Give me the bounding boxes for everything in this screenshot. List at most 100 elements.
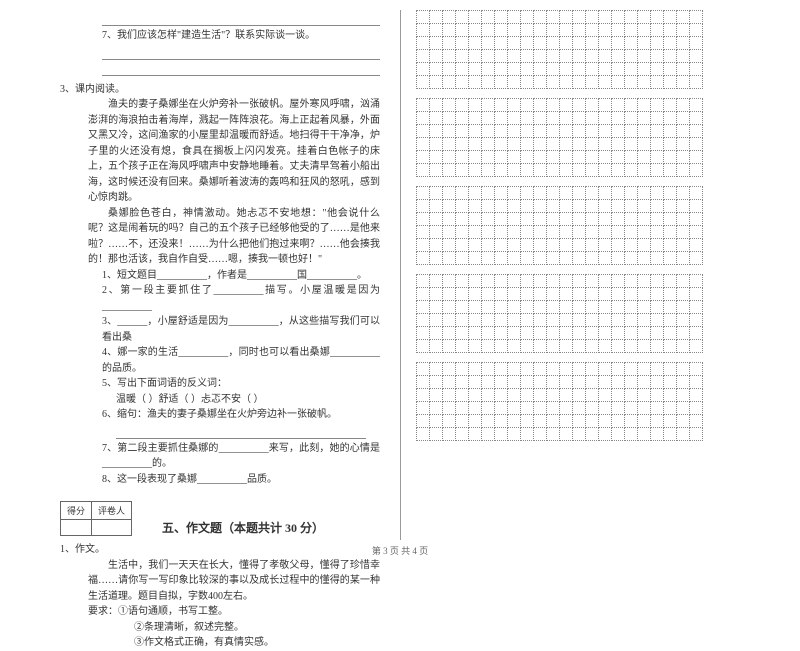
grid-cell[interactable] — [689, 199, 703, 213]
grid-cell[interactable] — [689, 287, 703, 301]
grid-cell[interactable] — [416, 414, 430, 428]
grid-cell[interactable] — [455, 23, 469, 37]
grid-cell[interactable] — [650, 137, 664, 151]
grid-cell[interactable] — [689, 23, 703, 37]
grid-cell[interactable] — [429, 111, 443, 125]
grid-cell[interactable] — [585, 199, 599, 213]
grid-cell[interactable] — [572, 23, 586, 37]
grid-cell[interactable] — [481, 401, 495, 415]
grid-cell[interactable] — [442, 300, 456, 314]
grid-cell[interactable] — [494, 414, 508, 428]
grid-cell[interactable] — [442, 98, 456, 112]
grid-cell[interactable] — [520, 375, 534, 389]
grid-cell[interactable] — [676, 212, 690, 226]
grid-cell[interactable] — [624, 225, 638, 239]
grid-cell[interactable] — [533, 388, 547, 402]
grid-cell[interactable] — [689, 111, 703, 125]
grid-cell[interactable] — [559, 225, 573, 239]
grid-cell[interactable] — [624, 362, 638, 376]
grid-cell[interactable] — [494, 49, 508, 63]
grid-cell[interactable] — [481, 75, 495, 89]
grid-cell[interactable] — [559, 10, 573, 24]
grid-cell[interactable] — [585, 98, 599, 112]
grid-cell[interactable] — [546, 98, 560, 112]
grid-cell[interactable] — [637, 427, 651, 441]
grid-cell[interactable] — [494, 274, 508, 288]
grid-cell[interactable] — [507, 251, 521, 265]
grid-cell[interactable] — [637, 49, 651, 63]
grid-cell[interactable] — [442, 375, 456, 389]
grid-cell[interactable] — [624, 313, 638, 327]
grid-cell[interactable] — [494, 238, 508, 252]
grid-cell[interactable] — [507, 401, 521, 415]
grid-cell[interactable] — [559, 49, 573, 63]
grid-cell[interactable] — [572, 137, 586, 151]
grid-cell[interactable] — [546, 427, 560, 441]
grid-cell[interactable] — [624, 401, 638, 415]
grid-cell[interactable] — [533, 274, 547, 288]
grid-cell[interactable] — [455, 388, 469, 402]
grid-cell[interactable] — [598, 212, 612, 226]
grid-cell[interactable] — [650, 124, 664, 138]
grid-cell[interactable] — [650, 251, 664, 265]
grid-cell[interactable] — [637, 414, 651, 428]
grid-cell[interactable] — [676, 375, 690, 389]
grid-cell[interactable] — [468, 137, 482, 151]
grid-cell[interactable] — [429, 414, 443, 428]
grid-cell[interactable] — [663, 163, 677, 177]
grid-cell[interactable] — [585, 274, 599, 288]
grid-cell[interactable] — [442, 388, 456, 402]
grid-cell[interactable] — [650, 111, 664, 125]
grid-cell[interactable] — [585, 388, 599, 402]
grid-cell[interactable] — [455, 124, 469, 138]
grid-cell[interactable] — [429, 186, 443, 200]
grid-cell[interactable] — [676, 313, 690, 327]
grid-cell[interactable] — [533, 62, 547, 76]
grid-cell[interactable] — [663, 36, 677, 50]
grid-cell[interactable] — [650, 339, 664, 353]
grid-cell[interactable] — [546, 238, 560, 252]
grid-cell[interactable] — [689, 362, 703, 376]
grid-cell[interactable] — [533, 186, 547, 200]
grid-cell[interactable] — [650, 375, 664, 389]
grid-cell[interactable] — [429, 124, 443, 138]
grid-cell[interactable] — [520, 49, 534, 63]
grid-cell[interactable] — [611, 62, 625, 76]
grid-cell[interactable] — [624, 137, 638, 151]
grid-cell[interactable] — [442, 287, 456, 301]
grid-cell[interactable] — [572, 339, 586, 353]
grid-cell[interactable] — [637, 23, 651, 37]
grid-cell[interactable] — [416, 238, 430, 252]
grid-cell[interactable] — [689, 388, 703, 402]
grid-cell[interactable] — [546, 36, 560, 50]
grid-cell[interactable] — [468, 163, 482, 177]
grid-cell[interactable] — [624, 199, 638, 213]
grid-cell[interactable] — [598, 388, 612, 402]
grid-cell[interactable] — [416, 427, 430, 441]
grid-cell[interactable] — [468, 62, 482, 76]
grid-cell[interactable] — [676, 287, 690, 301]
grid-cell[interactable] — [520, 124, 534, 138]
grid-cell[interactable] — [559, 199, 573, 213]
grid-cell[interactable] — [507, 111, 521, 125]
grid-cell[interactable] — [585, 401, 599, 415]
grid-cell[interactable] — [507, 186, 521, 200]
grid-cell[interactable] — [637, 36, 651, 50]
grid-cell[interactable] — [650, 274, 664, 288]
grid-cell[interactable] — [598, 238, 612, 252]
grid-cell[interactable] — [637, 388, 651, 402]
grid-cell[interactable] — [559, 414, 573, 428]
grid-cell[interactable] — [559, 98, 573, 112]
grid-cell[interactable] — [663, 212, 677, 226]
grid-cell[interactable] — [689, 62, 703, 76]
grid-cell[interactable] — [598, 36, 612, 50]
grid-cell[interactable] — [520, 287, 534, 301]
grid-cell[interactable] — [598, 401, 612, 415]
grid-cell[interactable] — [585, 62, 599, 76]
grid-cell[interactable] — [650, 36, 664, 50]
grid-cell[interactable] — [650, 10, 664, 24]
grid-cell[interactable] — [520, 111, 534, 125]
grid-cell[interactable] — [611, 23, 625, 37]
grid-cell[interactable] — [533, 326, 547, 340]
grid-cell[interactable] — [455, 300, 469, 314]
